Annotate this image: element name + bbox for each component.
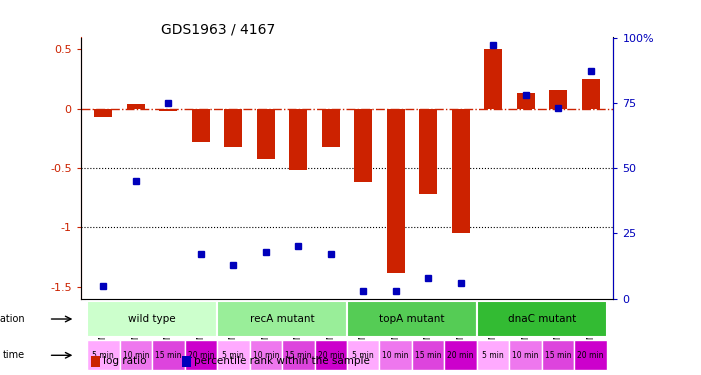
Text: percentile rank within the sample: percentile rank within the sample [194, 356, 370, 366]
FancyBboxPatch shape [574, 340, 607, 370]
Bar [224, 109, 243, 147]
Bar [484, 50, 502, 109]
Bar [582, 79, 599, 109]
Text: 15 min: 15 min [155, 351, 182, 360]
FancyBboxPatch shape [347, 340, 379, 370]
FancyBboxPatch shape [120, 340, 152, 370]
FancyBboxPatch shape [379, 340, 412, 370]
Text: 15 min: 15 min [545, 351, 571, 360]
Text: 20 min: 20 min [447, 351, 474, 360]
Text: recA mutant: recA mutant [250, 314, 314, 324]
Text: 15 min: 15 min [285, 351, 311, 360]
Text: genotype/variation: genotype/variation [0, 314, 25, 324]
Text: 10 min: 10 min [512, 351, 539, 360]
Text: wild type: wild type [128, 314, 176, 324]
Text: 5 min: 5 min [93, 351, 114, 360]
Text: 20 min: 20 min [578, 351, 604, 360]
Text: 5 min: 5 min [353, 351, 374, 360]
Bar [257, 109, 275, 159]
Bar [192, 109, 210, 142]
FancyBboxPatch shape [87, 340, 120, 370]
Text: 20 min: 20 min [318, 351, 344, 360]
FancyBboxPatch shape [477, 340, 510, 370]
Bar [159, 109, 177, 111]
Bar [549, 90, 567, 109]
FancyBboxPatch shape [477, 301, 607, 337]
Text: 10 min: 10 min [123, 351, 149, 360]
Text: 15 min: 15 min [415, 351, 442, 360]
Text: dnaC mutant: dnaC mutant [508, 314, 576, 324]
FancyBboxPatch shape [217, 340, 250, 370]
Bar [387, 109, 404, 273]
FancyBboxPatch shape [412, 340, 444, 370]
Text: log ratio: log ratio [103, 356, 147, 366]
FancyBboxPatch shape [542, 340, 574, 370]
Bar [354, 109, 372, 182]
Text: GDS1963 / 4167: GDS1963 / 4167 [161, 22, 275, 36]
Bar [127, 104, 145, 109]
FancyBboxPatch shape [444, 340, 477, 370]
Text: 5 min: 5 min [222, 351, 244, 360]
Text: topA mutant: topA mutant [379, 314, 444, 324]
Bar [290, 109, 307, 171]
FancyBboxPatch shape [152, 340, 184, 370]
Text: time: time [3, 350, 25, 360]
Text: 20 min: 20 min [188, 351, 214, 360]
FancyBboxPatch shape [282, 340, 315, 370]
Text: 5 min: 5 min [482, 351, 504, 360]
Bar [451, 109, 470, 233]
FancyBboxPatch shape [347, 301, 477, 337]
FancyBboxPatch shape [184, 340, 217, 370]
FancyBboxPatch shape [510, 340, 542, 370]
FancyBboxPatch shape [87, 301, 217, 337]
Text: 10 min: 10 min [252, 351, 279, 360]
Bar [517, 93, 535, 109]
Bar [419, 109, 437, 194]
Text: 10 min: 10 min [383, 351, 409, 360]
FancyBboxPatch shape [217, 301, 347, 337]
Bar [322, 109, 340, 147]
FancyBboxPatch shape [250, 340, 282, 370]
FancyBboxPatch shape [315, 340, 347, 370]
Bar [95, 109, 112, 117]
